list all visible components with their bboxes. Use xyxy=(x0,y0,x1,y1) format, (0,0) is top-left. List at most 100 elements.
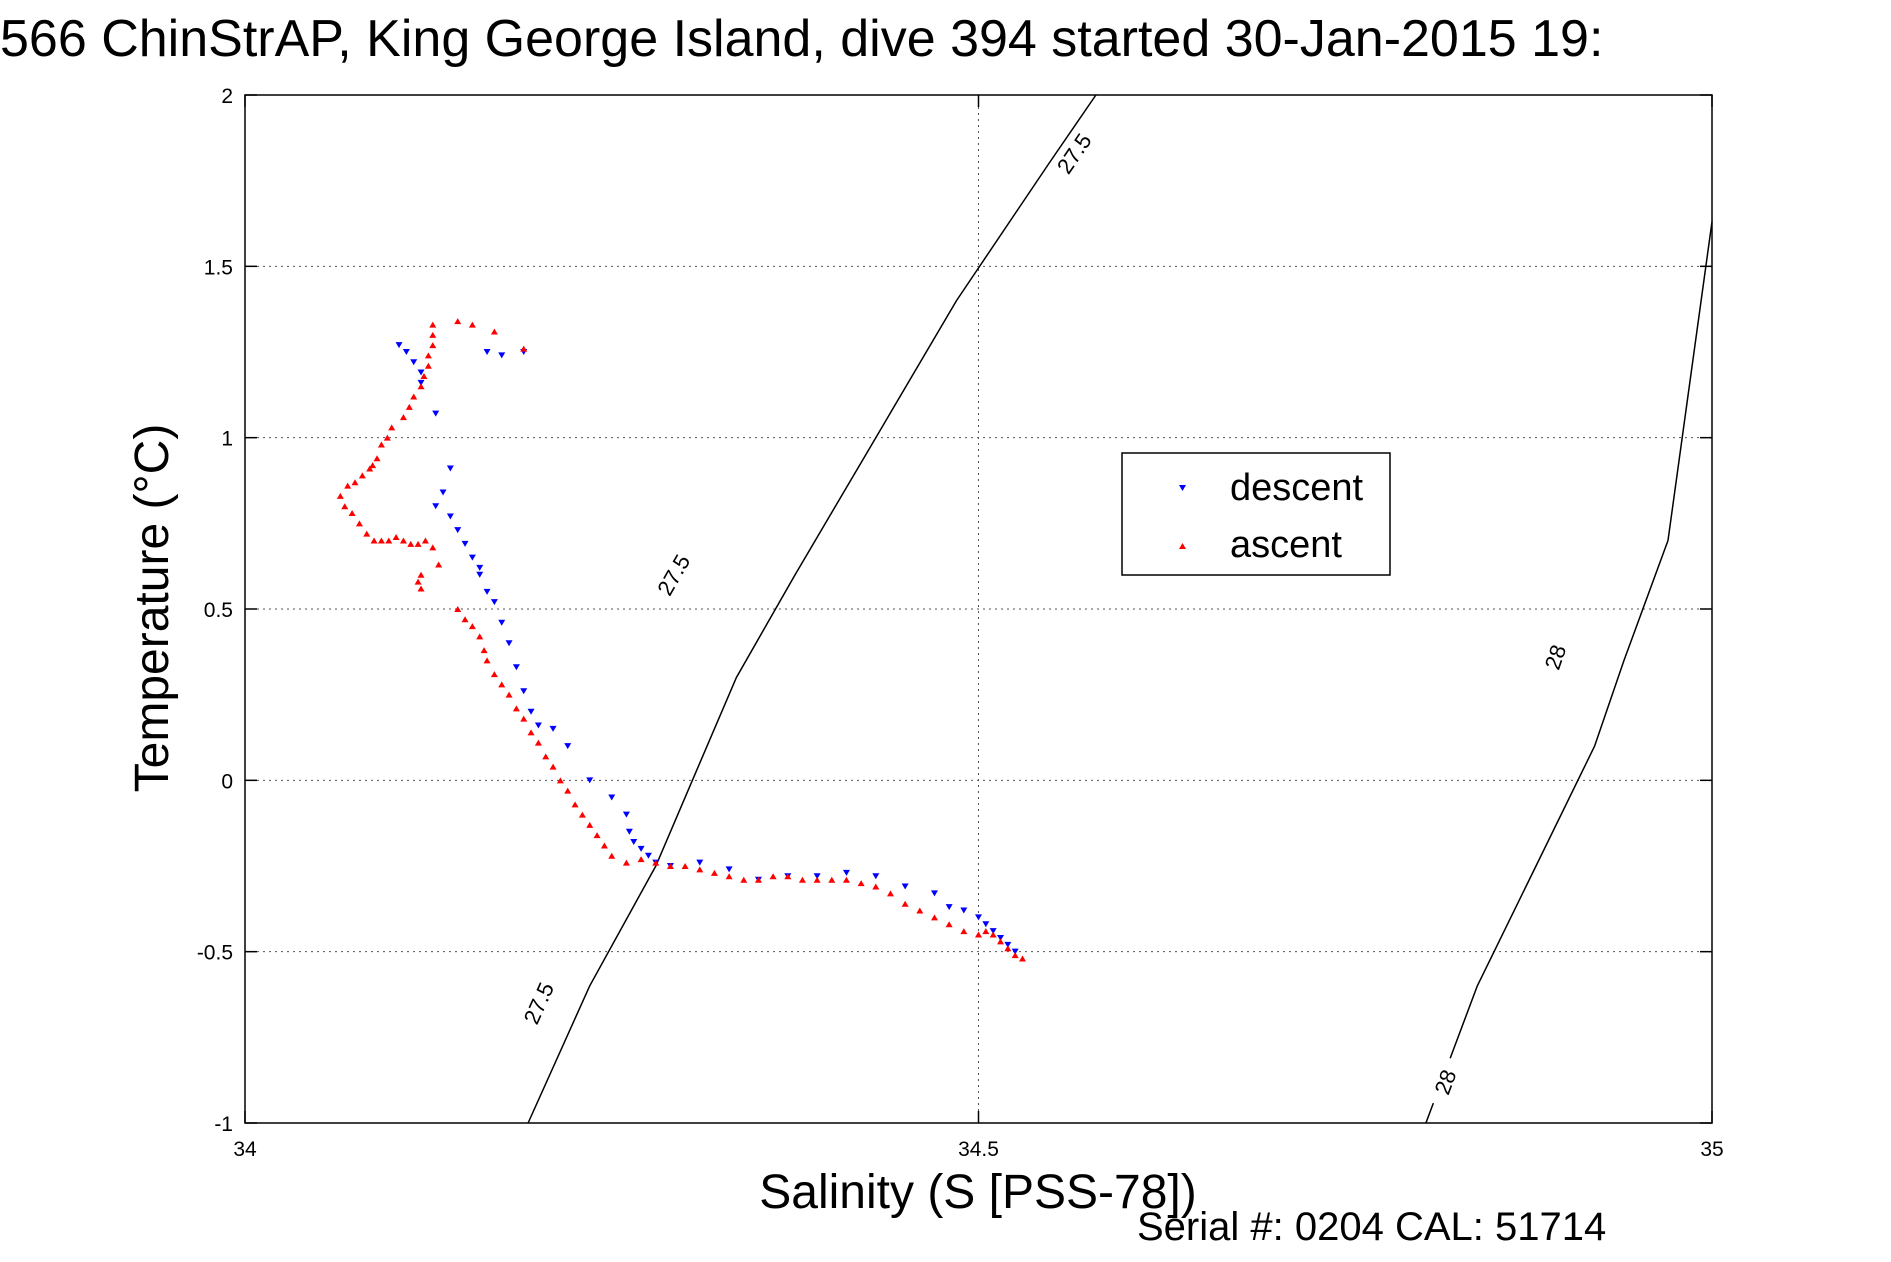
descent-point xyxy=(975,914,982,921)
descent-point xyxy=(901,883,909,890)
ascent-point xyxy=(784,873,792,880)
ascent-point xyxy=(348,510,356,517)
ascent-point xyxy=(344,482,352,489)
ascent-point xyxy=(520,715,528,722)
series-ascent xyxy=(336,318,1027,962)
descent-point xyxy=(490,599,498,606)
ascent-point xyxy=(366,465,374,472)
ascent-point xyxy=(405,403,413,410)
ascent-point xyxy=(696,866,704,873)
ascent-point xyxy=(377,537,385,544)
ascent-point xyxy=(454,318,462,325)
contour-label-background xyxy=(1424,1054,1466,1109)
descent-point xyxy=(1004,941,1012,948)
descent-point xyxy=(842,869,850,876)
ascent-point xyxy=(417,383,425,390)
x-tick-label: 34 xyxy=(233,1138,257,1161)
x-axis-label: Salinity (S [PSS-78]) xyxy=(759,1166,1196,1219)
ascent-point xyxy=(872,883,880,890)
ascent-point xyxy=(564,787,572,794)
ascent-point xyxy=(417,585,425,592)
y-axis-label: Temperature (°C) xyxy=(126,424,179,793)
ascent-point xyxy=(414,540,422,547)
ascent-point xyxy=(420,372,428,379)
ascent-point xyxy=(383,434,391,441)
ascent-point xyxy=(520,345,528,352)
ascent-point xyxy=(842,876,850,883)
ascent-point xyxy=(710,869,718,876)
descent-point xyxy=(982,921,990,928)
ascent-point xyxy=(1019,955,1027,962)
y-tick-label: -1 xyxy=(214,1113,233,1136)
y-tick-label: 1 xyxy=(221,428,233,451)
ascent-point xyxy=(341,503,349,510)
descent-point xyxy=(872,873,880,880)
ascent-point xyxy=(593,832,601,839)
legend-label-ascent: ascent xyxy=(1230,524,1342,566)
ascent-point xyxy=(429,544,437,551)
descent-point xyxy=(622,811,630,818)
ascent-point xyxy=(363,530,371,537)
ascent-point xyxy=(414,578,422,585)
y-tick-label: 0.5 xyxy=(204,599,233,622)
ascent-point xyxy=(417,571,425,578)
ascent-point xyxy=(740,876,748,883)
ascent-point xyxy=(388,424,396,431)
descent-point xyxy=(410,359,418,366)
series-descent xyxy=(395,342,1019,955)
y-axis-ticks: -1 -0.5 0 0.5 1 1.5 2 xyxy=(197,85,1712,1136)
descent-point xyxy=(446,465,454,472)
ascent-point xyxy=(857,880,865,887)
data-points xyxy=(336,318,1027,962)
ascent-point xyxy=(886,890,894,897)
ascent-point xyxy=(385,537,393,544)
contour-label-background xyxy=(1534,630,1576,684)
ascent-point xyxy=(512,705,520,712)
ascent-point xyxy=(571,801,579,808)
descent-point xyxy=(586,777,594,784)
ascent-point xyxy=(666,863,674,869)
legend-marker-descent xyxy=(1179,485,1186,491)
x-tick-label: 35 xyxy=(1700,1138,1723,1161)
ascent-point xyxy=(527,729,535,736)
descent-point xyxy=(520,688,528,695)
ascent-point xyxy=(424,352,432,359)
ascent-point xyxy=(429,342,437,349)
descent-point xyxy=(534,722,542,729)
ascent-point xyxy=(461,616,469,623)
descent-point xyxy=(483,349,491,355)
isopycnal-28 xyxy=(1425,221,1713,1124)
descent-point xyxy=(637,845,645,852)
ascent-point xyxy=(975,931,982,938)
ascent-point xyxy=(421,537,429,544)
ascent-point xyxy=(410,393,418,400)
ascent-point xyxy=(498,681,506,688)
ascent-point xyxy=(542,753,550,760)
x-axis-ticks: 34 34.5 35 xyxy=(233,95,1724,1161)
ascent-point xyxy=(454,606,462,612)
ascent-point xyxy=(358,472,366,479)
descent-point xyxy=(564,743,572,750)
descent-point xyxy=(930,890,938,897)
descent-point xyxy=(608,794,616,801)
y-tick-label: -0.5 xyxy=(197,942,233,965)
serial-cal-footer: Serial #: 0204 CAL: 51714 xyxy=(1137,1205,1606,1249)
descent-point xyxy=(483,588,491,595)
ascent-point xyxy=(429,331,437,338)
y-tick-label: 0 xyxy=(221,770,233,793)
ascent-point xyxy=(336,492,344,499)
ascent-point xyxy=(901,900,909,907)
contour-label-background xyxy=(650,547,697,603)
ascent-point xyxy=(769,873,777,880)
contour-label-background xyxy=(516,975,561,1031)
legend: descent ascent xyxy=(1121,452,1391,576)
descent-point xyxy=(498,619,506,626)
ascent-point xyxy=(480,647,488,654)
legend-label-descent: descent xyxy=(1230,467,1364,509)
descent-point xyxy=(989,928,997,935)
isopycnal-27-5 xyxy=(527,94,1097,1124)
descent-point xyxy=(997,934,1005,941)
ascent-point xyxy=(622,859,630,866)
ascent-point xyxy=(483,657,491,664)
x-tick-label: 34.5 xyxy=(958,1138,999,1161)
